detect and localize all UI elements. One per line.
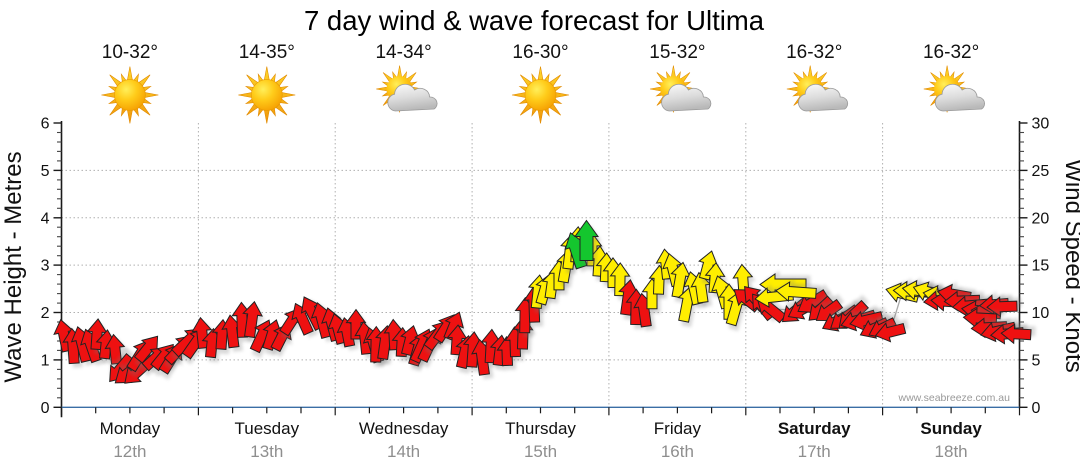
svg-text:18th: 18th bbox=[935, 442, 968, 461]
svg-text:17th: 17th bbox=[798, 442, 831, 461]
svg-text:15-32°: 15-32° bbox=[649, 42, 705, 63]
svg-text:7 day wind & wave forecast for: 7 day wind & wave forecast for Ultima bbox=[304, 5, 765, 36]
svg-text:4: 4 bbox=[41, 210, 50, 227]
svg-text:5: 5 bbox=[41, 163, 50, 180]
svg-text:15: 15 bbox=[1032, 258, 1050, 275]
svg-text:16th: 16th bbox=[661, 442, 694, 461]
svg-text:30: 30 bbox=[1032, 116, 1050, 133]
svg-text:13th: 13th bbox=[250, 442, 283, 461]
svg-text:12th: 12th bbox=[113, 442, 146, 461]
svg-text:14-35°: 14-35° bbox=[239, 42, 295, 63]
svg-text:6: 6 bbox=[41, 116, 50, 133]
svg-text:20: 20 bbox=[1032, 210, 1050, 227]
svg-text:25: 25 bbox=[1032, 163, 1050, 180]
svg-text:Tuesday: Tuesday bbox=[235, 419, 300, 438]
svg-text:Sunday: Sunday bbox=[920, 419, 982, 438]
svg-text:10-32°: 10-32° bbox=[102, 42, 158, 63]
svg-text:2: 2 bbox=[41, 305, 50, 322]
svg-text:15th: 15th bbox=[524, 442, 557, 461]
svg-text:Saturday: Saturday bbox=[778, 419, 851, 438]
svg-text:Monday: Monday bbox=[100, 419, 161, 438]
svg-text:14-34°: 14-34° bbox=[375, 42, 431, 63]
svg-text:Wednesday: Wednesday bbox=[359, 419, 449, 438]
svg-text:Wind Speed - Knots: Wind Speed - Knots bbox=[1060, 159, 1080, 372]
svg-text:5: 5 bbox=[1032, 352, 1041, 369]
svg-text:0: 0 bbox=[41, 400, 50, 417]
svg-text:3: 3 bbox=[41, 258, 50, 275]
svg-text:Wave Height - Metres: Wave Height - Metres bbox=[0, 151, 27, 382]
svg-text:14th: 14th bbox=[387, 442, 420, 461]
svg-text:Thursday: Thursday bbox=[505, 419, 576, 438]
svg-text:www.seabreeze.com.au: www.seabreeze.com.au bbox=[898, 392, 1011, 404]
svg-text:10: 10 bbox=[1032, 305, 1050, 322]
svg-text:1: 1 bbox=[41, 352, 50, 369]
svg-text:16-32°: 16-32° bbox=[786, 42, 842, 63]
svg-text:0: 0 bbox=[1032, 400, 1041, 417]
svg-text:Friday: Friday bbox=[654, 419, 702, 438]
svg-text:16-30°: 16-30° bbox=[512, 42, 568, 63]
svg-text:16-32°: 16-32° bbox=[923, 42, 979, 63]
